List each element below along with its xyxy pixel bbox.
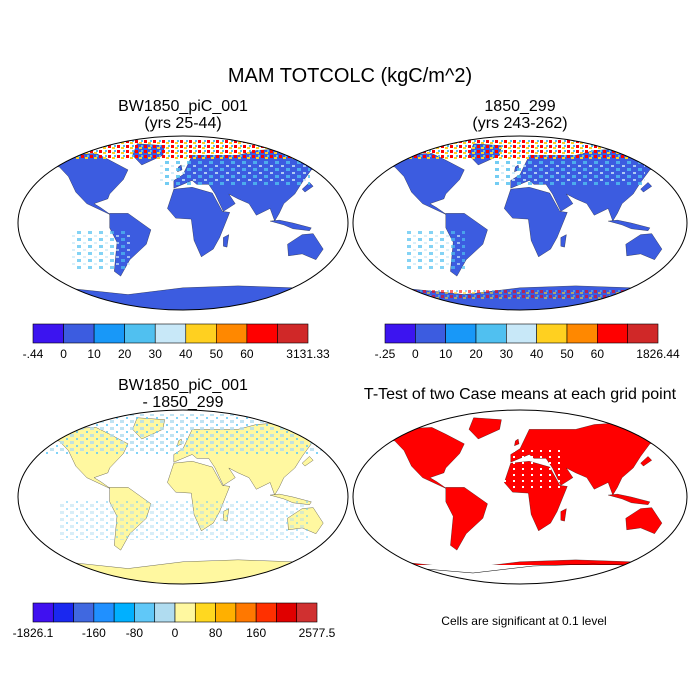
panel-title: BW1850_piC_001 — [118, 377, 248, 394]
map-border — [17, 409, 349, 585]
colorbar-swatch — [194, 602, 216, 623]
colorbar-label: 0 — [412, 347, 419, 361]
colorbar-swatch — [566, 323, 598, 344]
colorbar-swatch — [32, 323, 64, 344]
colorbar-label: 10 — [439, 347, 453, 361]
colorbar-swatch — [276, 602, 298, 623]
colorbar-swatch — [154, 323, 187, 344]
significance-footnote: Cells are significant at 0.1 level — [441, 614, 606, 628]
colorbar-difference: -1826.1 -160 -80 0 80 160 2577.5 — [13, 602, 336, 640]
panel-title: BW1850_piC_001 — [118, 98, 248, 115]
map-border — [352, 135, 688, 311]
colorbar-case2: -.25 0 10 20 30 40 50 60 1826.44 — [375, 323, 680, 361]
colorbar-swatch — [32, 602, 54, 623]
colorbar-label: -160 — [82, 626, 106, 640]
panel-subtitle: - 1850_299 — [143, 394, 224, 411]
colorbar-swatch — [52, 602, 74, 623]
panel-subtitle: (yrs 243-262) — [472, 115, 567, 132]
colorbar-swatch — [384, 323, 416, 344]
colorbar-label: 20 — [118, 347, 132, 361]
colorbar-swatch — [536, 323, 568, 344]
map-panel-case1: BW1850_piC_001 (yrs 25-44) — [17, 98, 349, 311]
colorbar-swatch — [93, 323, 125, 344]
colorbar-label: 3131.33 — [286, 347, 330, 361]
colorbar-swatch — [73, 602, 95, 623]
colorbar-label: 80 — [209, 626, 223, 640]
colorbar-swatch — [597, 323, 628, 344]
colorbar-swatch — [174, 602, 196, 623]
colorbar-label: -.44 — [23, 347, 44, 361]
colorbar-case1: -.44 0 10 20 30 40 50 60 3131.33 — [23, 323, 330, 361]
colorbar-label: 0 — [172, 626, 179, 640]
colorbar-label: 40 — [530, 347, 544, 361]
map-panel-ttest: T-Test of two Case means at each grid po… — [352, 386, 688, 585]
colorbar-swatch — [154, 602, 176, 623]
colorbar-label: 10 — [87, 347, 101, 361]
colorbar-swatch — [277, 323, 309, 344]
panel-subtitle: (yrs 25-44) — [144, 115, 221, 132]
colorbar-swatch — [506, 323, 537, 344]
colorbar-label: 50 — [210, 347, 224, 361]
colorbar-label: 0 — [60, 347, 67, 361]
colorbar-swatch — [124, 323, 156, 344]
colorbar-swatch — [255, 602, 277, 623]
colorbar-swatch — [445, 323, 477, 344]
colorbar-label: 160 — [246, 626, 266, 640]
colorbar-swatch — [134, 602, 156, 623]
colorbar-swatch — [113, 602, 135, 623]
colorbar-swatch — [93, 602, 115, 623]
map-border — [17, 135, 349, 311]
colorbar-label: 1826.44 — [636, 347, 680, 361]
colorbar-label: 30 — [149, 347, 163, 361]
map-panel-difference: BW1850_piC_001 - 1850_299 — [17, 377, 349, 585]
colorbar-swatch — [185, 323, 217, 344]
colorbar-label: -.25 — [375, 347, 396, 361]
colorbar-swatch — [63, 323, 95, 344]
colorbar-swatch — [216, 323, 248, 344]
colorbar-label: 30 — [500, 347, 514, 361]
figure-title: MAM TOTCOLC (kgC/m^2) — [228, 65, 472, 87]
map-panel-case2: 1850_299 (yrs 243-262) — [352, 98, 688, 311]
colorbar-swatch — [246, 323, 278, 344]
colorbar-label: 60 — [591, 347, 605, 361]
colorbar-swatch — [296, 602, 318, 623]
colorbar-label: 40 — [179, 347, 193, 361]
colorbar-swatch — [215, 602, 237, 623]
map-border — [352, 409, 688, 585]
colorbar-label: -1826.1 — [13, 626, 54, 640]
colorbar-swatch — [235, 602, 257, 623]
colorbar-label: 50 — [560, 347, 574, 361]
colorbar-swatch — [475, 323, 507, 344]
colorbar-swatch — [415, 323, 446, 344]
panel-title: 1850_299 — [484, 98, 555, 115]
colorbar-label: 2577.5 — [299, 626, 336, 640]
panel-title: T-Test of two Case means at each grid po… — [364, 386, 677, 403]
colorbar-swatch — [627, 323, 659, 344]
colorbar-label: -80 — [126, 626, 144, 640]
colorbar-label: 20 — [469, 347, 483, 361]
colorbar-label: 60 — [240, 347, 254, 361]
